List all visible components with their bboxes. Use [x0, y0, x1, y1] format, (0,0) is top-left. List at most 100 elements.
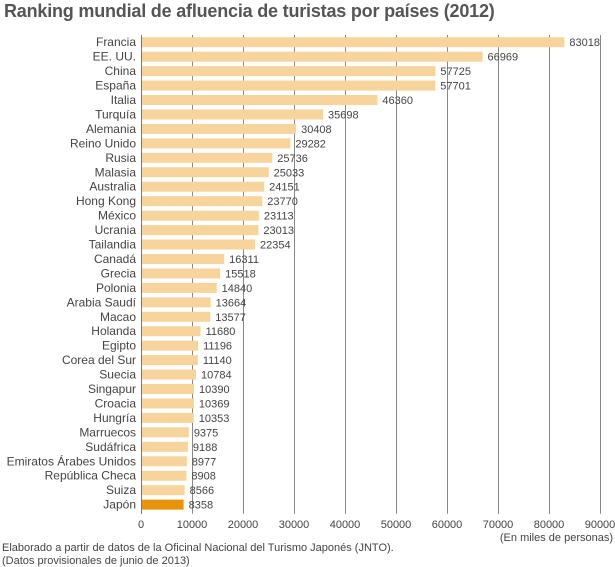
category-label: Singapur [88, 382, 136, 396]
x-axis-ticks: 0 10000 20000 30000 40000 50000 60000 70000 8000… [138, 519, 615, 531]
value-label: 10390 [199, 384, 230, 396]
category-label: Emiratos Árabes Unidos [7, 453, 136, 468]
value-label: 11140 [203, 355, 232, 367]
value-label: 13664 [216, 297, 247, 309]
x-tick-label: 50000 [381, 519, 412, 531]
bar [142, 427, 189, 438]
category-label: Australia [89, 180, 136, 194]
x-axis-unit-label: (En miles de personas) [499, 532, 613, 544]
x-tick-label: 0 [138, 519, 144, 531]
bar [142, 66, 436, 77]
bar [142, 297, 211, 308]
category-label: China [105, 64, 137, 78]
category-label: Ucrania [95, 223, 137, 237]
category-label: Holanda [91, 324, 136, 338]
value-label: 9375 [194, 427, 218, 439]
category-label: Francia [96, 35, 136, 49]
category-label: Malasia [95, 165, 137, 179]
x-tick-label: 30000 [279, 519, 310, 531]
category-label: Macao [100, 310, 136, 324]
bar [142, 37, 565, 48]
value-label: 8358 [189, 500, 213, 512]
value-label: 10353 [199, 413, 230, 425]
bar [142, 51, 483, 62]
value-label: 11196 [203, 341, 232, 353]
bar [142, 167, 269, 178]
value-label: 11680 [206, 326, 236, 338]
bar [142, 268, 221, 279]
chart-title: Ranking mundial de afluencia de turistas… [4, 1, 495, 21]
category-label: República Checa [45, 469, 137, 483]
category-label: Corea del Sur [62, 353, 136, 367]
bar [142, 326, 201, 337]
value-label: 29282 [295, 138, 326, 150]
value-label: 8566 [190, 485, 214, 497]
value-label: 23113 [264, 211, 294, 223]
bar [142, 181, 265, 192]
value-label: 35698 [328, 109, 359, 121]
bar [142, 123, 297, 134]
value-label: 46360 [382, 95, 413, 107]
bar [142, 398, 194, 409]
bar [142, 412, 194, 423]
category-label: México [98, 209, 136, 223]
bar [142, 109, 324, 120]
category-label: Turquía [95, 107, 136, 121]
category-label: Arabia Saudí [67, 295, 137, 309]
x-tick-label: 40000 [330, 519, 361, 531]
category-label: Polonia [96, 281, 136, 295]
category-label: Sudáfrica [85, 440, 136, 454]
value-label: 23013 [263, 225, 294, 237]
value-label: 8908 [191, 471, 215, 483]
category-label: Hungría [93, 411, 136, 425]
bar [142, 138, 291, 149]
bar [142, 369, 196, 380]
bar [142, 196, 263, 207]
category-label: España [95, 79, 136, 93]
value-label: 22354 [260, 240, 291, 252]
category-label: Suiza [106, 483, 136, 497]
x-tick-label: 90000 [585, 519, 615, 531]
bar [142, 499, 184, 510]
value-label: 57701 [440, 81, 471, 93]
bar [142, 470, 187, 481]
category-label: Japón [103, 498, 136, 512]
bar [142, 225, 259, 236]
bar [142, 384, 194, 395]
value-label: 13577 [215, 312, 246, 324]
value-label: 25736 [277, 153, 308, 165]
provisional-note: (Datos provisionales de junio de 2013) [2, 555, 190, 567]
category-label: Hong Kong [76, 194, 136, 208]
bar [142, 441, 188, 452]
category-label: Marruecos [79, 425, 136, 439]
category-label: Alemania [86, 122, 136, 136]
category-label: Rusia [105, 151, 136, 165]
x-tick-label: 10000 [177, 519, 208, 531]
bar [142, 282, 217, 293]
value-label: 83018 [569, 37, 600, 49]
value-label: 25033 [274, 167, 305, 179]
x-tick-label: 20000 [228, 519, 259, 531]
value-label: 57725 [440, 66, 471, 78]
value-labels: 83018 66969 57725 57701 46360 35698 30408 29282… [189, 37, 600, 511]
value-label: 30408 [301, 124, 332, 136]
value-label: 16311 [229, 254, 259, 266]
category-label: Suecia [99, 368, 136, 382]
category-label: Tailandia [89, 238, 137, 252]
category-label: Grecia [101, 266, 137, 280]
value-label: 24151 [269, 182, 300, 194]
value-label: 14840 [222, 283, 253, 295]
value-label: 8977 [192, 456, 216, 468]
bar [142, 456, 187, 467]
x-tick-label: 70000 [483, 519, 514, 531]
value-label: 23770 [267, 196, 298, 208]
source-note: Elaborado a partir de datos de la Oficin… [2, 542, 394, 554]
gridlines [141, 35, 601, 514]
bar [142, 340, 199, 351]
value-label: 10369 [199, 398, 230, 410]
value-label: 15518 [225, 268, 256, 280]
bar [142, 253, 225, 264]
value-label: 66969 [488, 52, 519, 64]
value-label: 9188 [193, 442, 217, 454]
